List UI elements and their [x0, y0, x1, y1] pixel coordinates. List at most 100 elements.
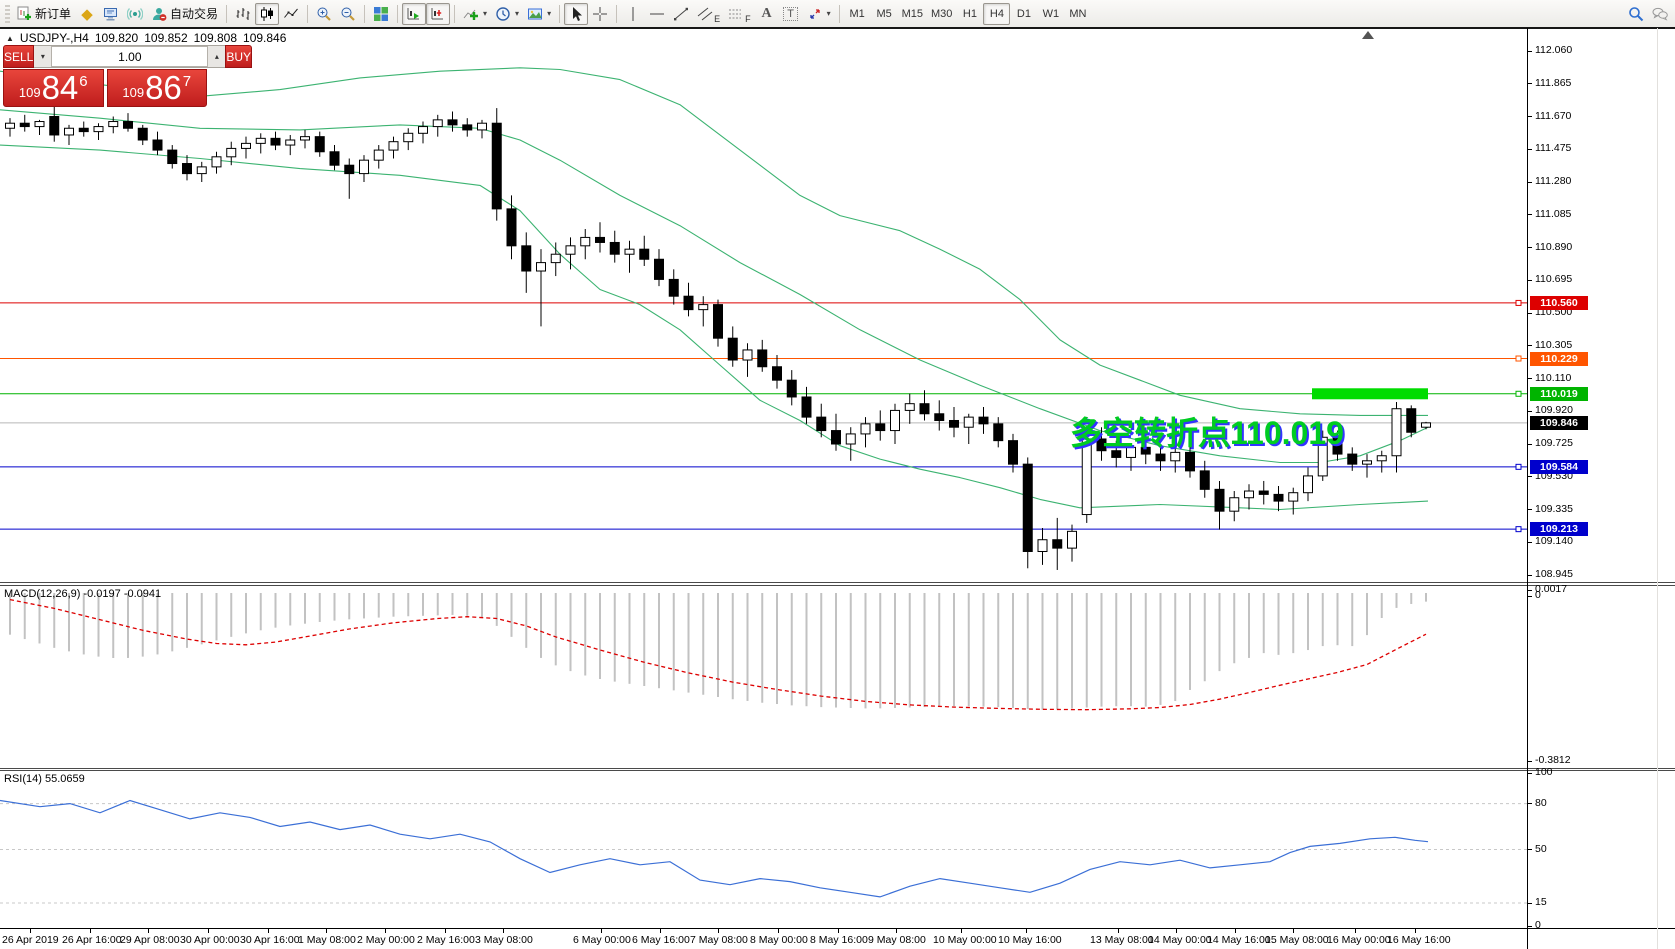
macd-pane[interactable] [0, 586, 1527, 768]
toolbar-separator [559, 4, 561, 23]
main-chart[interactable] [0, 30, 1527, 582]
text-button[interactable]: A [755, 3, 779, 25]
templates-button[interactable]: ▾ [523, 3, 555, 25]
pane-separator[interactable] [0, 768, 1675, 769]
metaeditor-button[interactable]: ◆ [75, 3, 99, 25]
autotrading-label: 自动交易 [170, 7, 219, 21]
candlestick-button[interactable] [255, 2, 280, 25]
timeframe-h1-button[interactable]: H1 [962, 7, 977, 20]
volume-stepper: ▾ ▴ [34, 45, 226, 68]
buy-button[interactable]: BUY [225, 45, 253, 68]
time-tick [90, 929, 91, 933]
rsi-pane[interactable] [0, 771, 1527, 928]
volume-down-button[interactable]: ▾ [34, 46, 52, 67]
time-tick [326, 929, 327, 933]
price-tick [1528, 247, 1532, 248]
crosshair-button[interactable] [588, 3, 612, 25]
time-tick [385, 929, 386, 933]
zoom-out-button[interactable] [336, 3, 360, 25]
trendline-button[interactable] [669, 3, 693, 25]
rsi-indicator-label: RSI(14) 55.0659 [4, 773, 85, 785]
symbol-close: 109.846 [243, 31, 287, 45]
pane-separator[interactable] [0, 770, 1675, 771]
arrows-icon [807, 6, 823, 22]
line-chart-button[interactable] [279, 3, 303, 25]
time-tick [148, 929, 149, 933]
channel-button[interactable]: E [693, 3, 724, 25]
cursor-button[interactable] [564, 2, 589, 25]
arrows-button[interactable]: ▾ [803, 3, 835, 25]
buy-price-display[interactable]: 109 86 7 [106, 69, 207, 107]
time-axis[interactable]: 26 Apr 2019 26 Apr 16:00 29 Apr 08:00 30 Ap… [0, 929, 1527, 949]
timeframe-mn-button[interactable]: MN [1069, 7, 1087, 20]
timeframe-d1-button[interactable]: D1 [1016, 7, 1031, 20]
time-tick-label: 16 May 00:00 [1327, 934, 1391, 946]
new-order-button[interactable]: 新订单 [12, 3, 75, 25]
indicators-button[interactable]: ▾ [459, 3, 491, 25]
macd-axis-tick [1528, 595, 1532, 597]
bar-chart-icon [235, 6, 251, 22]
vertical-line-button[interactable] [621, 3, 645, 25]
time-tick-label: 16 May 16:00 [1387, 934, 1451, 946]
fibonacci-button[interactable]: F [724, 3, 755, 25]
macd-indicator-label: MACD(12,26,9) -0.0197 -0.0941 [4, 588, 162, 600]
sell-price-display[interactable]: 109 84 6 [3, 69, 104, 107]
timeframe-m1-button[interactable]: M1 [849, 7, 865, 20]
time-tick [1355, 929, 1356, 933]
label-button[interactable]: T [779, 3, 803, 25]
timeframe-w1-button[interactable]: W1 [1042, 7, 1060, 20]
time-tick [1176, 929, 1177, 933]
sell-price-big: 84 [41, 69, 79, 106]
price-tick [1528, 378, 1532, 379]
cursor-icon [568, 6, 584, 22]
time-tick [503, 929, 504, 933]
autotrading-button[interactable]: 自动交易 [147, 3, 222, 25]
horizontal-line-button[interactable] [645, 3, 669, 25]
rsi-axis-label: 80 [1535, 796, 1547, 809]
time-tick-label: 10 May 00:00 [933, 934, 997, 946]
tile-windows-button[interactable] [369, 3, 393, 25]
volume-up-button[interactable]: ▴ [208, 46, 226, 67]
chat-button[interactable] [1648, 3, 1672, 25]
time-tick [896, 929, 897, 933]
time-tick-label: 3 May 08:00 [475, 934, 533, 946]
price-tick-label: 111.475 [1535, 142, 1572, 155]
toolbar-separator [616, 4, 618, 23]
sell-price-figure: 109 [18, 85, 41, 100]
time-tick-label: 10 May 16:00 [998, 934, 1062, 946]
timeframe-m15-button[interactable]: M15 [901, 7, 924, 20]
timeframe-h4-button[interactable]: H4 [983, 2, 1011, 25]
timeframe-m30-button[interactable]: M30 [931, 7, 953, 20]
price-tick [1528, 279, 1532, 281]
macd-axis-label: -0.3812 [1535, 754, 1571, 766]
price-axis[interactable]: 112.060 111.865 111.670 111.475 111.280 111.0… [1528, 0, 1675, 949]
price-tick-label: 110.305 [1535, 338, 1573, 351]
bollinger-upper-band [0, 67, 1428, 416]
price-tick-label: 111.280 [1535, 175, 1572, 187]
dropdown-caret-icon: ▾ [547, 9, 552, 18]
one-click-collapse-icon[interactable]: ▲ [6, 33, 14, 43]
volume-input[interactable] [51, 46, 209, 67]
pane-separator[interactable] [0, 582, 1675, 583]
periods-button[interactable]: ▾ [491, 3, 523, 25]
time-tick-label: 2 May 16:00 [417, 934, 475, 946]
symbol-open: 109.820 [94, 31, 139, 45]
price-tick-label: 110.695 [1535, 273, 1573, 286]
symbol-high: 109.852 [144, 31, 188, 45]
timeframe-m5-button[interactable]: M5 [876, 7, 892, 20]
sell-button[interactable]: SELL [3, 45, 35, 68]
line-chart-icon [283, 6, 299, 22]
terminal-button[interactable] [99, 3, 123, 25]
chart-shift-button[interactable] [426, 2, 451, 25]
price-tick [1528, 476, 1532, 478]
zoom-in-button[interactable] [312, 3, 336, 25]
pane-separator[interactable] [0, 585, 1675, 586]
macd-signal-line [9, 598, 1427, 711]
signals-button[interactable] [123, 3, 147, 25]
search-button[interactable] [1624, 3, 1648, 25]
signals-icon [127, 6, 144, 22]
auto-scroll-button[interactable] [402, 2, 427, 25]
symbol-info: ▲ USDJPY-,H4 109.820 109.852 109.808 109… [6, 31, 286, 45]
rsi-axis-tick [1528, 803, 1532, 805]
bar-chart-button[interactable] [231, 3, 255, 25]
